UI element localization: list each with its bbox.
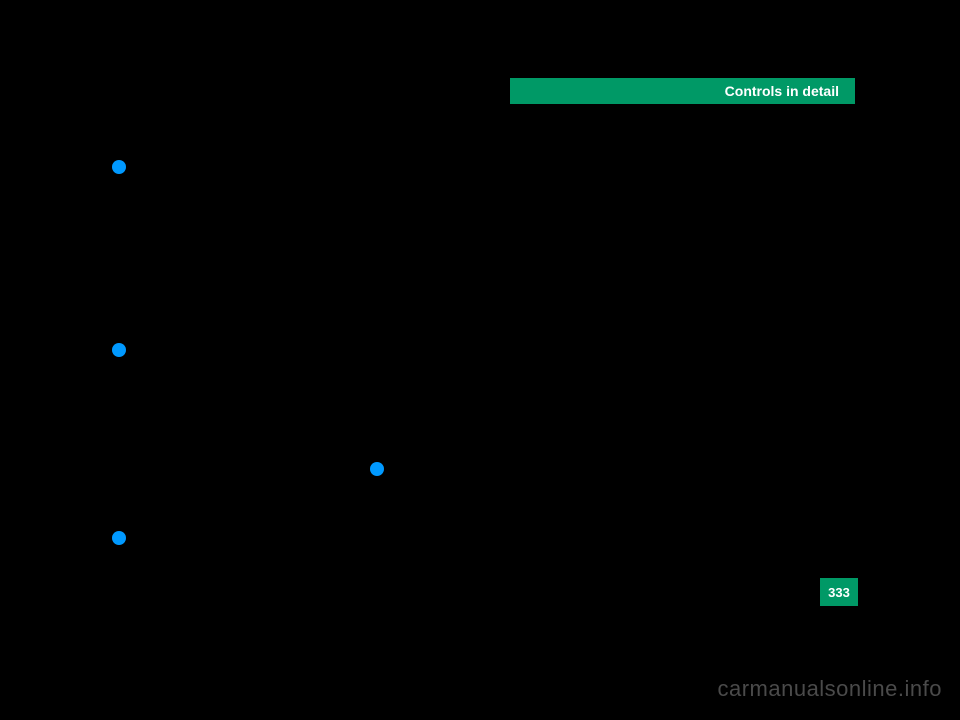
page-number: 333 xyxy=(828,585,850,600)
page-number-badge: 333 xyxy=(820,578,858,606)
header-title: Controls in detail xyxy=(725,83,839,99)
bullet-icon xyxy=(112,343,126,357)
header-bar: Controls in detail xyxy=(510,78,855,104)
bullet-icon xyxy=(112,160,126,174)
bullet-icon xyxy=(370,462,384,476)
header-notch xyxy=(855,78,863,91)
bullet-icon xyxy=(112,531,126,545)
watermark-text: carmanualsonline.info xyxy=(717,676,942,702)
